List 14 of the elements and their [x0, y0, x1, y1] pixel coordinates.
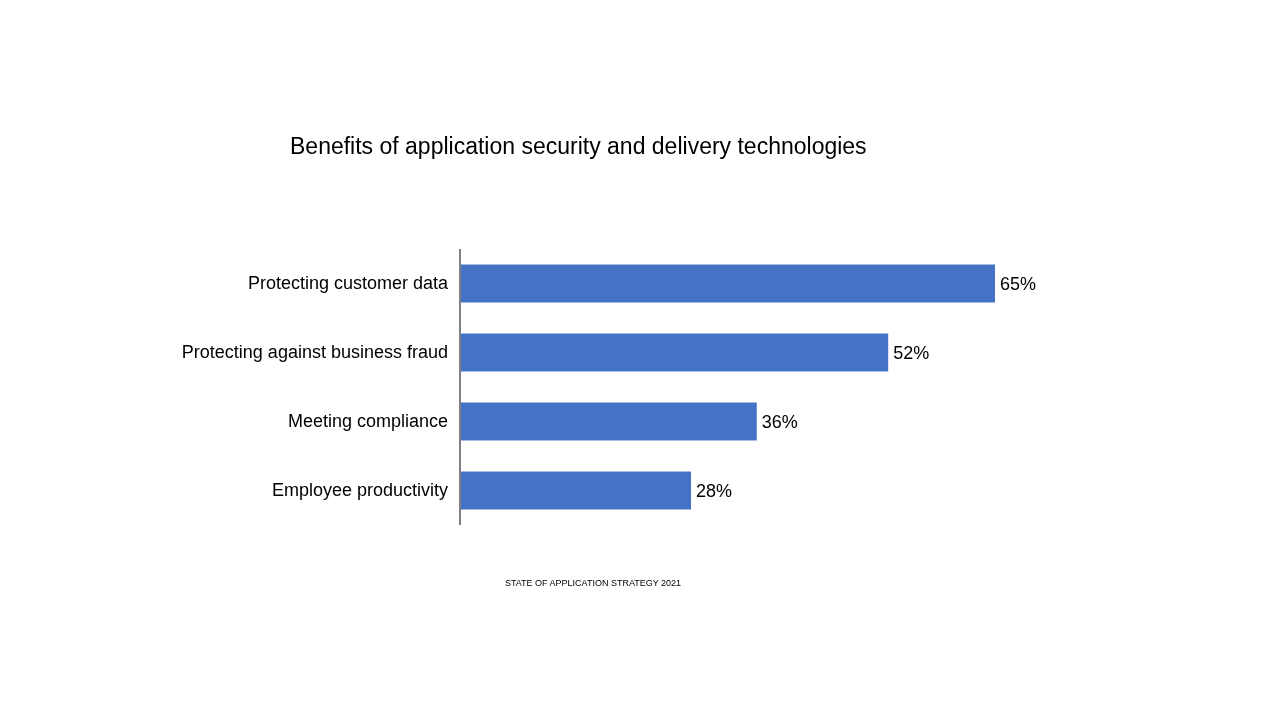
data-label: 52%: [893, 342, 930, 363]
chart-title: Benefits of application security and delivery technologies: [290, 133, 867, 159]
y-tick-label: Protecting against business fraud: [181, 342, 448, 363]
bar: [461, 471, 692, 510]
data-label: 28%: [696, 480, 733, 501]
data-label: 65%: [1000, 273, 1037, 294]
y-tick-label: Employee productivity: [271, 480, 448, 501]
y-tick-label: Meeting compliance: [287, 411, 448, 432]
text: STATE OF APPLICATION STRATEGY 2021: [504, 578, 682, 588]
bar: [461, 264, 995, 303]
data-label: 36%: [761, 411, 798, 432]
y-tick-label: Protecting customer data: [247, 273, 449, 294]
bar: [461, 333, 889, 372]
bar: [461, 402, 757, 441]
